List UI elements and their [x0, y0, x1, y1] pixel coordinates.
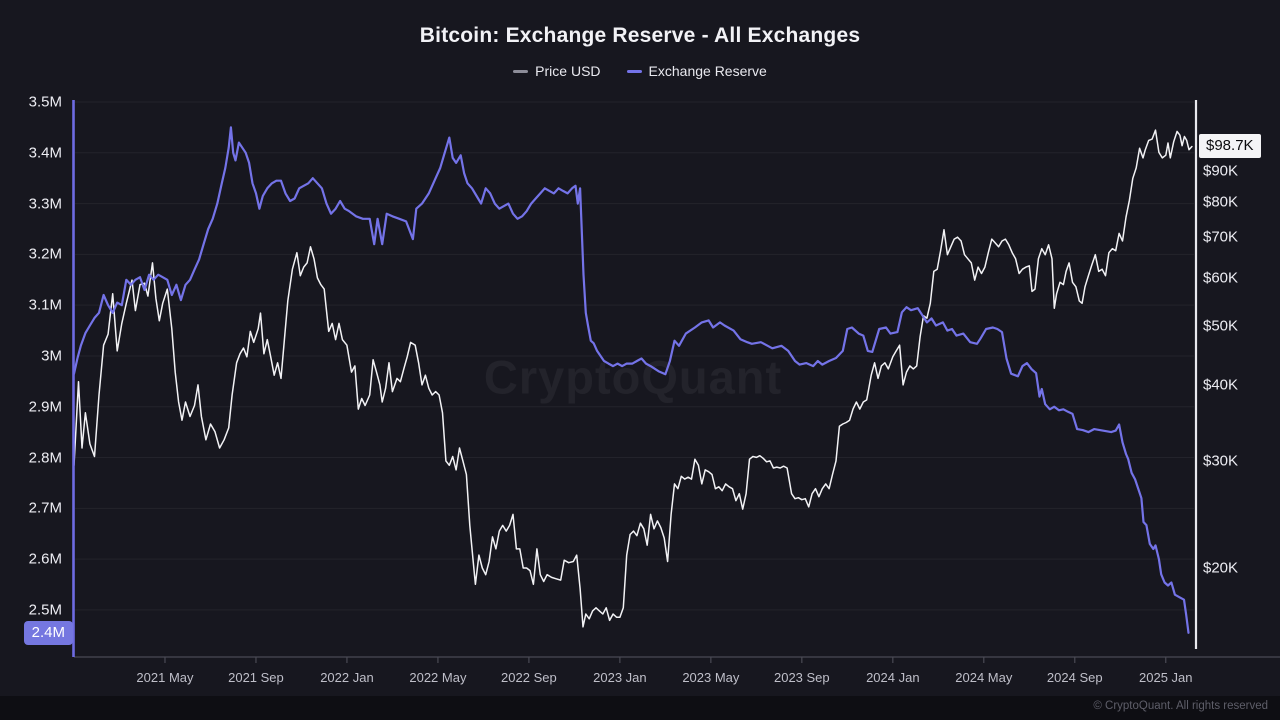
legend-item-price[interactable]: Price USD	[513, 63, 601, 79]
page-title: Bitcoin: Exchange Reserve - All Exchange…	[419, 24, 861, 47]
right-axis-tick-label: $30K	[1203, 452, 1239, 470]
x-axis-tick-label: 2024 May	[955, 670, 1013, 685]
x-axis-tick-label: 2023 Sep	[773, 670, 830, 685]
left-axis-tick-label: 3.1M	[28, 296, 62, 314]
reserve-line-swatch-icon	[626, 69, 642, 73]
footer-band: © CryptoQuant. All rights reserved	[0, 696, 1280, 720]
legend-item-reserve[interactable]: Exchange Reserve	[626, 63, 767, 79]
series-line-price-usd[interactable]	[73, 129, 1193, 628]
x-axis-tick-label: 2024 Jan	[866, 670, 920, 685]
series-line-exchange-reserve[interactable]	[72, 126, 1190, 634]
x-axis-tick-label: 2024 Sep	[1046, 670, 1103, 685]
left-axis-tick-label: 3.5M	[28, 93, 62, 111]
x-axis-tick-label: 2023 Jan	[593, 670, 647, 685]
left-axis-tick-label: 2.6M	[28, 550, 62, 568]
x-axis-tick-label: 2021 May	[136, 670, 194, 685]
right-axis-tick-label: $90K	[1203, 162, 1239, 180]
right-axis-tick-label: $80K	[1203, 193, 1239, 211]
left-axis-tick-label: 2.5M	[28, 601, 62, 619]
x-axis-tick-label: 2025 Jan	[1139, 670, 1193, 685]
right-axis-tick-label: $20K	[1203, 559, 1239, 577]
x-axis-tick-label: 2022 May	[409, 670, 467, 685]
left-axis-tick-label: 2.9M	[28, 398, 62, 416]
legend-label-price: Price USD	[535, 63, 601, 79]
legend-label-reserve: Exchange Reserve	[648, 63, 767, 79]
left-axis-tick-label: 2.8M	[28, 449, 62, 467]
x-axis-tick-label: 2021 Sep	[228, 670, 284, 685]
price-line-swatch-icon	[513, 69, 529, 73]
x-axis-tick-label: 2023 May	[682, 670, 740, 685]
left-axis-tick-label: 3.3M	[28, 195, 62, 213]
reserve-current-value-badge: 2.4M	[23, 620, 73, 645]
copyright-text: © CryptoQuant. All rights reserved	[1093, 700, 1268, 712]
left-axis-tick-label: 2.7M	[28, 499, 62, 517]
price-current-value-badge: $98.7K	[1199, 134, 1261, 159]
right-axis-tick-label: $50K	[1203, 317, 1239, 335]
left-axis-tick-label: 3.4M	[28, 144, 62, 162]
left-axis-tick-label: 3.2M	[28, 245, 62, 263]
right-axis-tick-label: $70K	[1203, 228, 1239, 246]
x-axis-tick-label: 2022 Sep	[501, 670, 557, 685]
left-axis-tick-label: 3M	[41, 347, 62, 365]
x-axis-tick-label: 2022 Jan	[320, 670, 374, 685]
right-axis-tick-label: $60K	[1203, 269, 1239, 287]
right-axis-tick-label: $40K	[1203, 376, 1239, 394]
chart-legend: Price USD Exchange Reserve	[0, 63, 1280, 79]
